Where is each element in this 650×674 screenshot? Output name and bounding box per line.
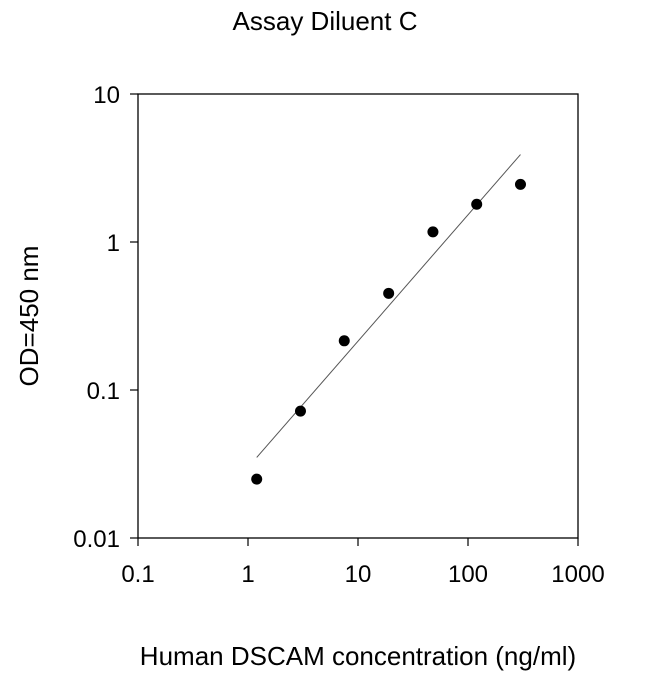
chart-title: Assay Diluent C — [232, 6, 418, 36]
plot-frame — [137, 93, 579, 539]
y-tick-label: 0.1 — [87, 378, 120, 405]
y-axis-title: OD=450 nm — [14, 246, 44, 387]
data-points — [251, 178, 526, 485]
data-point — [338, 335, 350, 347]
data-point — [251, 473, 263, 485]
x-axis-title: Human DSCAM concentration (ng/ml) — [140, 641, 576, 671]
data-point — [427, 226, 439, 238]
data-point — [471, 198, 483, 210]
x-tick-label: 0.1 — [121, 561, 154, 588]
y-tick-label: 0.01 — [73, 526, 120, 553]
x-tick-label: 10 — [345, 561, 372, 588]
y-axis-ticks: 0.01 0.1 1 10 — [73, 82, 138, 553]
y-tick-label: 1 — [107, 230, 120, 257]
x-axis-ticks: 0.1 1 10 100 1000 — [121, 538, 605, 588]
data-point — [383, 287, 395, 299]
data-point — [514, 178, 526, 190]
x-tick-label: 1000 — [551, 561, 604, 588]
x-tick-label: 100 — [448, 561, 488, 588]
data-point — [294, 405, 306, 417]
y-tick-label: 10 — [93, 82, 120, 109]
x-tick-label: 1 — [241, 561, 254, 588]
